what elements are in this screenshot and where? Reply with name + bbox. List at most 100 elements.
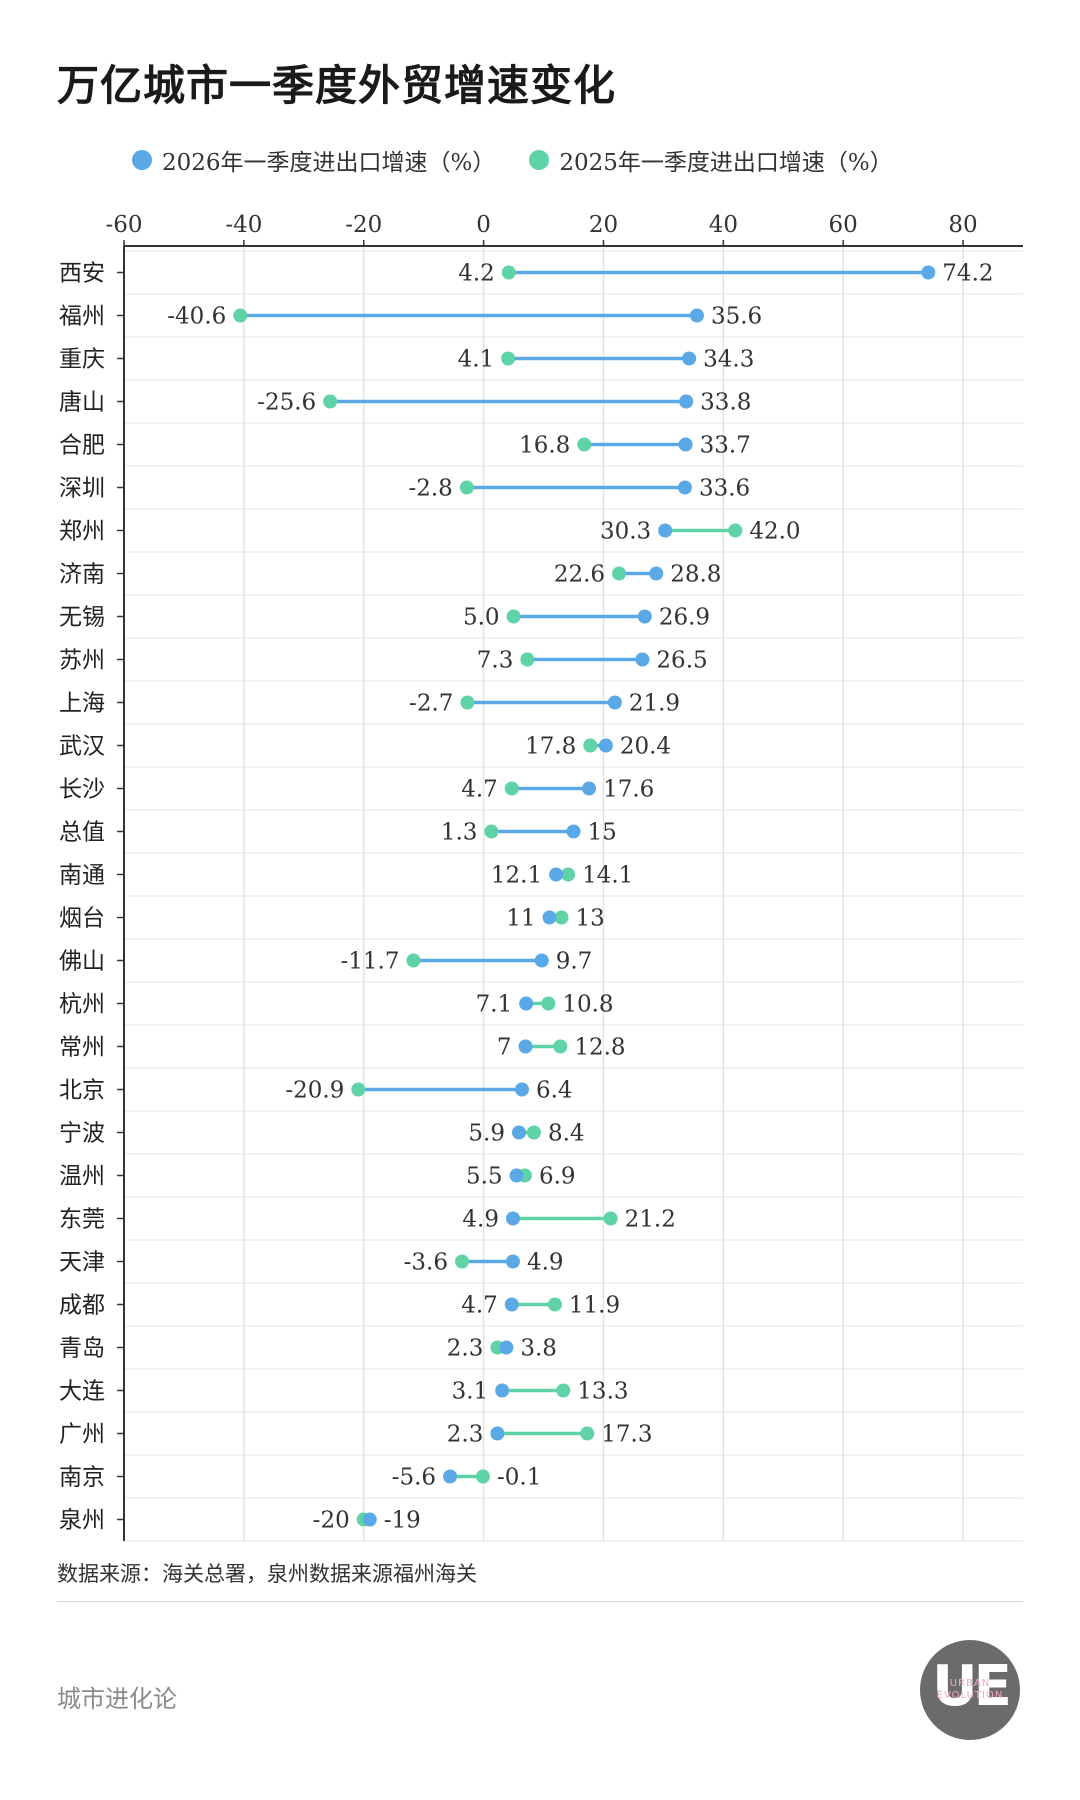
point-2025 xyxy=(455,1254,470,1269)
brand-name: 城市进化论 xyxy=(57,1685,177,1713)
point-2025 xyxy=(406,953,421,968)
data-label-2026: 30.3 xyxy=(600,519,651,545)
point-2026 xyxy=(542,910,557,925)
data-label-2026: 17.6 xyxy=(603,777,654,803)
data-label-2025: -40.6 xyxy=(167,304,226,330)
category-label: 总值 xyxy=(59,820,105,846)
category-label: 东莞 xyxy=(59,1207,105,1233)
point-2026 xyxy=(514,1082,529,1097)
point-2025 xyxy=(583,738,598,753)
point-2025 xyxy=(233,308,248,323)
data-label-2025: 16.8 xyxy=(519,433,570,459)
category-label: 天津 xyxy=(59,1250,105,1276)
point-2026 xyxy=(682,351,697,366)
data-label-2026: 33.8 xyxy=(700,390,751,416)
point-2026 xyxy=(509,1168,524,1183)
point-2026 xyxy=(505,1211,520,1226)
point-2026 xyxy=(443,1469,458,1484)
legend-label-2025: 2025年一季度进出口增速（%） xyxy=(559,150,893,176)
x-tick-label: -40 xyxy=(225,212,262,238)
point-2025 xyxy=(603,1211,618,1226)
data-label-2025: 21.2 xyxy=(625,1207,676,1233)
data-label-2025: -25.6 xyxy=(257,390,316,416)
x-tick-label: 40 xyxy=(709,212,738,238)
point-2026 xyxy=(511,1125,526,1140)
legend-item-2025: 2025年一季度进出口增速（%） xyxy=(529,143,893,177)
category-label: 杭州 xyxy=(59,992,105,1018)
data-label-2025: 12.8 xyxy=(574,1035,625,1061)
category-label: 宁波 xyxy=(59,1121,105,1147)
data-label-2026: 4.9 xyxy=(462,1207,499,1233)
data-label-2025: 11.9 xyxy=(569,1293,620,1319)
data-label-2025: -20.9 xyxy=(285,1078,344,1104)
data-label-2025: -2.8 xyxy=(408,476,452,502)
data-label-2025: 5.0 xyxy=(463,605,500,631)
point-2026 xyxy=(490,1426,505,1441)
category-label: 无锡 xyxy=(59,605,105,631)
data-label-2026: 26.9 xyxy=(659,605,710,631)
point-2026 xyxy=(635,652,650,667)
point-2025 xyxy=(526,1125,541,1140)
point-2026 xyxy=(499,1340,514,1355)
x-tick-label: 80 xyxy=(948,212,977,238)
data-label-2026: 7 xyxy=(497,1035,512,1061)
category-label: 福州 xyxy=(59,304,105,330)
data-label-2025: 17.8 xyxy=(525,734,576,760)
point-2025 xyxy=(351,1082,366,1097)
data-label-2025: 4.1 xyxy=(458,347,495,373)
point-2025 xyxy=(580,1426,595,1441)
point-2026 xyxy=(518,1039,533,1054)
data-label-2025: -3.6 xyxy=(404,1250,448,1276)
data-label-2025: 6.9 xyxy=(539,1164,576,1190)
category-label: 南通 xyxy=(59,863,105,889)
point-2026 xyxy=(598,738,613,753)
data-label-2025: -11.7 xyxy=(340,949,399,975)
point-2026 xyxy=(689,308,704,323)
point-2025 xyxy=(520,652,535,667)
point-2025 xyxy=(460,695,475,710)
category-label: 温州 xyxy=(59,1164,105,1190)
point-2025 xyxy=(728,523,743,538)
data-label-2025: 7.3 xyxy=(477,648,514,674)
point-2025 xyxy=(577,437,592,452)
point-2026 xyxy=(679,394,694,409)
category-label: 深圳 xyxy=(59,476,105,502)
data-label-2025: 4.2 xyxy=(458,261,495,287)
data-label-2026: 33.6 xyxy=(699,476,750,502)
category-label: 唐山 xyxy=(59,390,105,416)
data-label-2025: -2.7 xyxy=(409,691,453,717)
data-label-2025: 2.3 xyxy=(447,1336,484,1362)
legend: 2026年一季度进出口增速（%） 2025年一季度进出口增速（%） xyxy=(132,143,893,177)
point-2025 xyxy=(501,351,516,366)
data-label-2026: 34.3 xyxy=(703,347,754,373)
data-label-2025: 17.3 xyxy=(601,1422,652,1448)
category-label: 郑州 xyxy=(59,519,105,545)
legend-marker-2026 xyxy=(132,150,152,170)
point-2026 xyxy=(505,1254,520,1269)
data-label-2025: 13 xyxy=(576,906,605,932)
point-2026 xyxy=(362,1512,377,1527)
data-label-2025: 1.3 xyxy=(441,820,478,846)
point-2025 xyxy=(554,910,569,925)
category-label: 重庆 xyxy=(59,347,105,373)
x-tick-label: 0 xyxy=(476,212,491,238)
category-label: 常州 xyxy=(59,1035,105,1061)
data-label-2026: 5.9 xyxy=(468,1121,505,1147)
point-2026 xyxy=(677,480,692,495)
legend-marker-2025 xyxy=(529,150,550,170)
data-label-2026: 26.5 xyxy=(656,648,707,674)
data-label-2026: 21.9 xyxy=(629,691,680,717)
category-label: 武汉 xyxy=(59,734,105,760)
point-2026 xyxy=(607,695,622,710)
data-label-2026: 74.2 xyxy=(942,261,993,287)
point-2025 xyxy=(504,781,519,796)
x-tick-label: 20 xyxy=(589,212,618,238)
data-label-2026: 20.4 xyxy=(620,734,671,760)
category-label: 广州 xyxy=(59,1422,105,1448)
category-label: 烟台 xyxy=(59,906,105,932)
category-label: 西安 xyxy=(59,261,105,287)
data-label-2026: 12.1 xyxy=(491,863,542,889)
category-label: 长沙 xyxy=(59,777,105,803)
point-2026 xyxy=(519,996,534,1011)
data-label-2025: -0.1 xyxy=(497,1465,541,1491)
